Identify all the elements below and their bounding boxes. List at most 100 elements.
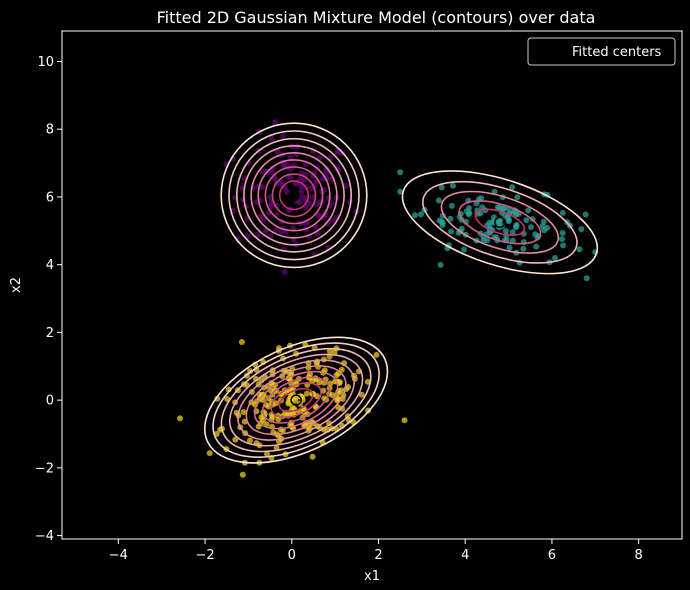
data-point (300, 177, 307, 184)
contour-line (236, 137, 353, 253)
data-point (281, 269, 288, 275)
data-point (252, 375, 259, 382)
contour-line (203, 336, 389, 464)
contour-line (257, 159, 331, 232)
y-tick-label: −2 (35, 461, 54, 476)
data-point (364, 378, 371, 385)
data-point (494, 204, 501, 211)
data-point (448, 228, 454, 235)
data-point (520, 245, 527, 252)
contour-line (220, 122, 368, 269)
data-point (559, 236, 565, 242)
data-point (417, 211, 424, 218)
data-point (326, 348, 333, 355)
data-point (246, 437, 253, 444)
data-point (525, 207, 532, 214)
contour-line (401, 170, 599, 275)
y-tick-label: 2 (46, 326, 54, 341)
data-point (480, 237, 487, 244)
data-point (316, 379, 323, 386)
data-point (255, 231, 262, 238)
contour-line (458, 200, 542, 245)
fitted-center-marker (288, 189, 300, 202)
data-point (439, 218, 445, 225)
contour-line (243, 145, 345, 246)
data-point (365, 407, 372, 414)
axes-background (62, 31, 682, 539)
contour-line (228, 130, 360, 261)
contour-line (270, 382, 322, 419)
density-contours (203, 122, 599, 464)
data-point (506, 244, 513, 251)
data-point (287, 174, 294, 181)
data-point (206, 450, 213, 457)
data-point (312, 224, 319, 230)
data-point (373, 351, 380, 358)
x-tick-label: 8 (635, 548, 643, 563)
data-point (461, 246, 467, 253)
data-point (582, 211, 589, 218)
data-point (265, 403, 272, 410)
contour-line (220, 347, 372, 453)
data-point (280, 133, 286, 139)
y-tick-label: 4 (46, 258, 54, 273)
data-point (412, 212, 418, 219)
contour-line (212, 342, 380, 458)
contour-line (237, 359, 355, 441)
x-tick-label: 2 (374, 548, 382, 563)
legend: Fitted centers (527, 37, 676, 66)
contour-line (422, 180, 578, 264)
data-point (274, 148, 281, 155)
data-point (397, 169, 404, 176)
y-tick-label: 10 (37, 55, 54, 70)
data-point (528, 224, 534, 231)
data-point (240, 409, 247, 415)
data-point (285, 399, 292, 406)
x-tick-label: 6 (548, 548, 556, 563)
data-point (320, 387, 327, 394)
data-point (343, 182, 350, 189)
data-point (303, 390, 310, 397)
contour-line (262, 376, 331, 424)
contour-line (228, 353, 364, 447)
data-point (514, 194, 521, 201)
contour-line (245, 365, 347, 436)
y-axis-label: x2 (9, 277, 24, 293)
data-point (263, 421, 270, 428)
contour-line (271, 173, 317, 218)
data-point (435, 197, 442, 204)
data-point (297, 393, 304, 400)
data-point (268, 135, 275, 142)
data-point (513, 221, 520, 228)
data-point (448, 202, 455, 209)
data-point (320, 214, 327, 221)
data-point (309, 194, 316, 200)
contour-line (264, 166, 324, 225)
data-point (358, 391, 365, 398)
y-tick-label: −4 (35, 529, 54, 544)
data-point (244, 233, 251, 240)
data-point (284, 161, 291, 168)
y-tick-label: 0 (46, 394, 54, 409)
y-tick-label: 6 (46, 190, 54, 205)
y-axis-ticks: −4 −2 0 2 4 6 8 10 (35, 55, 62, 544)
contour-line (250, 152, 338, 239)
axes-frame (61, 30, 683, 540)
data-point (272, 119, 279, 126)
data-point (576, 246, 583, 253)
data-point (465, 211, 472, 218)
contour-line (278, 180, 310, 211)
data-point (267, 194, 274, 201)
legend-marker-fitted-centers (543, 46, 553, 56)
data-point (268, 169, 275, 175)
data-point (329, 217, 336, 224)
data-point (314, 393, 321, 400)
legend-box (527, 37, 676, 66)
data-point (323, 169, 330, 176)
data-point (177, 415, 183, 422)
data-point (478, 195, 485, 202)
data-point (458, 225, 465, 232)
data-point (509, 184, 516, 191)
data-point (438, 184, 445, 191)
